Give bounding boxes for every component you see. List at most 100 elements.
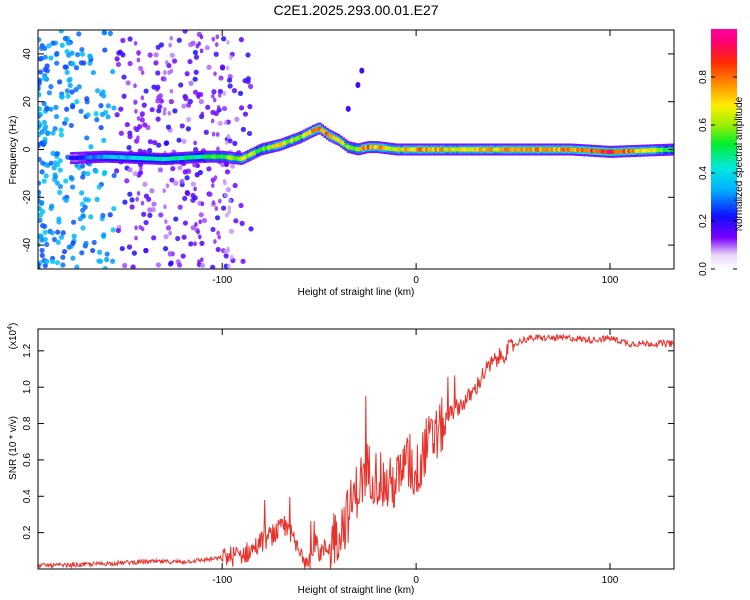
spectrogram-noise-speck	[114, 56, 120, 62]
spectrogram-noise-speck	[216, 105, 221, 110]
spectrogram-noise-speck	[187, 98, 193, 105]
spectrogram-noise-speck	[167, 110, 172, 116]
spectrogram-noise-speck	[38, 77, 42, 83]
spectrogram-noise-speck	[217, 120, 223, 126]
snr-x-tick-label: 100	[602, 575, 619, 586]
spectrogram-noise-speck	[71, 233, 77, 239]
spectrogram-noise-speck	[135, 196, 139, 202]
spectrogram-noise-speck	[76, 84, 82, 90]
spectrogram-noise-speck	[245, 52, 251, 58]
spectrogram-noise-speck	[215, 132, 220, 137]
spectrogram-noise-speck	[48, 106, 54, 112]
spectrogram-noise-speck	[54, 50, 60, 57]
snr-x-label: Height of straight line (km)	[298, 585, 415, 596]
colorbar-label: Normalized spectral amplitude	[734, 96, 745, 231]
spectrogram-noise-speck	[105, 103, 112, 109]
spectrogram-noise-speck	[55, 229, 61, 235]
spectrogram-noise-speck	[101, 30, 108, 36]
spectrogram-noise-speck	[153, 52, 159, 58]
spectrogram-noise-speck	[214, 215, 221, 221]
spectrogram-noise-speck	[227, 83, 233, 89]
spectrogram-noise-speck	[211, 89, 217, 95]
spectrogram-noise-speck	[188, 241, 194, 247]
spectrogram-noise-speck	[38, 111, 42, 117]
spectrogram-noise-speck	[197, 91, 202, 97]
spectrogram-noise-speck	[234, 116, 240, 122]
spectrogram-noise-speck	[199, 240, 205, 246]
spectrogram-noise-speck	[101, 137, 107, 143]
spectrogram-noise-speck	[223, 192, 228, 198]
spectrogram-noise-speck	[42, 54, 48, 60]
spectrogram-noise-speck	[184, 175, 190, 181]
snr-x-tick-label: -100	[212, 575, 232, 586]
spectrogram-noise-speck	[181, 103, 187, 109]
spectrogram-noise-speck	[102, 47, 108, 53]
spectrogram-noise-speck	[60, 254, 66, 260]
spectrogram-noise-speck	[120, 37, 126, 44]
spectrogram-noise-speck	[177, 165, 183, 171]
spectrogram-noise-speck	[247, 83, 254, 90]
spectrogram-noise-speck	[192, 49, 199, 56]
spectrogram-noise-speck	[125, 80, 131, 86]
spectrogram-noise-speck	[104, 251, 110, 257]
spectrogram-noise-speck	[101, 93, 107, 99]
snr-y-tick-label: 0.4	[22, 489, 33, 503]
spectrogram-noise-speck	[74, 99, 80, 105]
spectrogram-noise-speck	[143, 88, 149, 94]
spectrogram-noise-speck	[199, 34, 204, 40]
spectrogram-noise-speck	[93, 111, 99, 117]
spectrogram-noise-speck	[180, 253, 186, 259]
spectrogram-noise-speck	[223, 253, 229, 259]
spectrogram-noise-speck	[211, 131, 216, 137]
spectrogram-noise-speck	[53, 104, 59, 110]
spectrogram-noise-speck	[228, 228, 235, 234]
spectrogram-noise-speck	[39, 169, 45, 175]
spectrogram-noise-speck	[52, 125, 58, 132]
spectrogram-noise-speck	[64, 88, 70, 94]
spectrogram-noise-speck	[162, 246, 169, 252]
spectrogram-noise-speck	[163, 234, 169, 240]
spectrogram-noise-speck	[184, 190, 191, 196]
spectrogram-noise-speck	[182, 169, 188, 175]
spectrogram-noise-speck	[164, 219, 168, 225]
spectrogram-noise-speck	[88, 144, 94, 150]
spectrogram-noise-speck	[114, 112, 120, 118]
spectrogram-noise-speck	[138, 169, 144, 176]
spectrogram-noise-speck	[56, 219, 62, 225]
snr-series-line	[38, 333, 674, 569]
spectrogram-noise-speck	[215, 34, 220, 40]
spectrogram-noise-speck	[204, 45, 210, 51]
spectrogram-noise-speck	[62, 35, 68, 42]
spectrogram-noise-speck	[110, 69, 116, 75]
spectrogram-noise-speck	[70, 240, 76, 246]
spectrogram-noise-speck	[127, 36, 133, 42]
spectrogram-noise-speck	[156, 108, 162, 114]
spectrogram-noise-speck	[147, 52, 153, 58]
spectrogram-noise-speck	[54, 180, 60, 186]
spectrogram-noise-speck	[169, 88, 174, 94]
spectrogram-noise-speck	[64, 69, 70, 76]
spectrogram-noise-speck	[58, 132, 65, 138]
spectrogram-noise-speck	[155, 262, 162, 268]
spectrogram-noise-speck	[139, 165, 143, 171]
spectrogram-noise-speck	[70, 61, 76, 67]
spectrogram-noise-speck	[63, 116, 70, 123]
spectrogram-noise-speck	[122, 262, 128, 269]
spectrogram-noise-speck	[90, 247, 96, 254]
spectrogram-noise-speck	[111, 172, 117, 179]
spectrogram-noise-speck	[110, 258, 116, 264]
spectrogram-noise-speck	[111, 105, 117, 111]
snr-frame	[37, 328, 675, 570]
spectrogram-noise-speck	[127, 191, 133, 197]
spectrogram-noise-speck	[173, 180, 179, 186]
spectrogram-noise-speck	[165, 60, 169, 66]
spectrogram-noise-speck	[84, 135, 90, 141]
spectrogram-noise-speck	[195, 43, 200, 49]
spectrogram-noise-speck	[217, 92, 222, 98]
spectrogram-noise-speck	[101, 171, 107, 177]
spectrogram-noise-speck	[42, 223, 48, 229]
spectrogram-noise-speck	[58, 127, 64, 133]
spectrogram-noise-speck	[142, 122, 148, 128]
spectrogram-noise-speck	[183, 96, 189, 102]
spectrogram-noise-speck	[242, 111, 249, 117]
